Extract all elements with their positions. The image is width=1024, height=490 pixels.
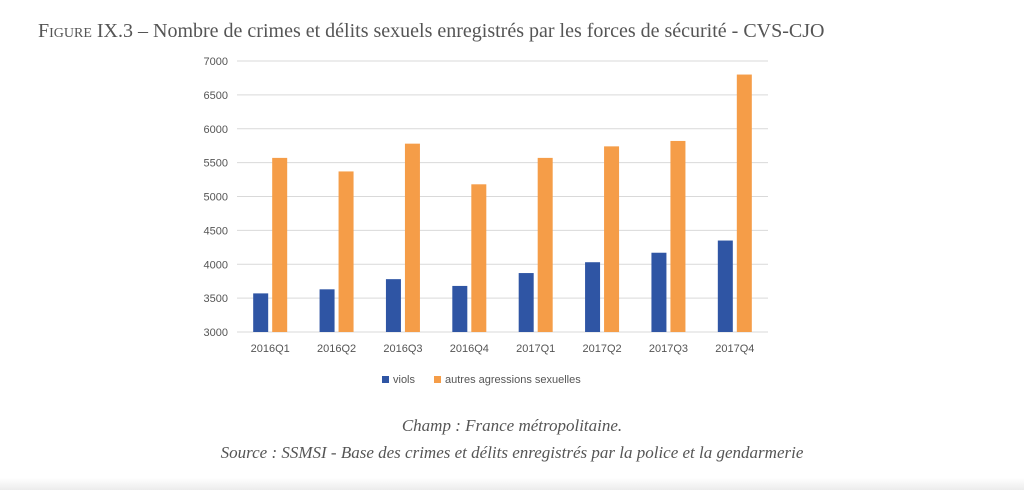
x-tick-label: 2016Q1 [251, 343, 290, 355]
x-tick-label: 2017Q2 [582, 343, 621, 355]
grid-layer [237, 60, 768, 333]
legend-swatch-autres [434, 376, 441, 383]
bars [253, 74, 752, 333]
bar-autres [736, 74, 752, 333]
y-tick-label: 3500 [204, 293, 228, 305]
bar-viols [452, 285, 468, 332]
y-tick-label: 5000 [204, 192, 228, 204]
bar-viols [717, 240, 733, 332]
x-tick-label: 2017Q3 [649, 343, 688, 355]
y-tick-label: 3000 [204, 327, 228, 339]
bar-viols [518, 273, 534, 332]
y-tick-label: 5500 [204, 158, 228, 170]
bar-viols [385, 279, 401, 332]
x-tick-label: 2016Q3 [383, 343, 422, 355]
bottom-shadow [0, 478, 1024, 490]
y-tick-label: 6000 [204, 124, 228, 136]
x-tick-label: 2017Q4 [715, 343, 754, 355]
x-tick-label: 2017Q1 [516, 343, 555, 355]
bar-autres [537, 157, 553, 332]
caption-champ: Champ : France métropolitaine. [401, 416, 623, 435]
bar-viols [253, 293, 269, 332]
bar-autres [670, 140, 686, 332]
bar-viols [585, 262, 601, 332]
figure-label: Figure IX.3 [38, 20, 133, 42]
y-tick-label: 4000 [204, 259, 228, 271]
caption-source: Source : SSMSI - Base des crimes et déli… [220, 443, 804, 462]
legend-swatch-viols [382, 376, 389, 383]
legend: viols autres agressions sexuelles [382, 374, 581, 386]
legend-label-autres: autres agressions sexuelles [445, 374, 581, 386]
y-axis-ticks: 3000 3500 4000 4500 5000 5500 6000 6500 7000 [204, 56, 228, 339]
bar-autres [471, 184, 487, 332]
x-tick-label: 2016Q2 [317, 343, 356, 355]
bar-viols [651, 252, 667, 332]
figure-title-text: – Nombre de crimes et délits sexuels enr… [138, 20, 825, 42]
x-tick-label: 2016Q4 [450, 343, 489, 355]
y-tick-label: 6500 [204, 90, 228, 102]
bar-chart: 3000 3500 4000 4500 5000 5500 6000 6500 7000 201… [204, 56, 768, 386]
bar-autres [404, 143, 420, 332]
figure-title: Figure IX.3 – Nombre de crimes et délits… [38, 20, 824, 43]
bar-viols [319, 289, 335, 332]
y-tick-label: 7000 [204, 56, 228, 68]
bar-autres [338, 171, 354, 332]
bar-autres [604, 146, 620, 332]
x-axis-ticks: 2016Q1 2016Q2 2016Q3 2016Q4 2017Q1 2017Q2 2017… [251, 343, 755, 355]
y-tick-label: 4500 [204, 225, 228, 237]
legend-label-viols: viols [393, 374, 416, 386]
bar-autres [272, 157, 288, 332]
